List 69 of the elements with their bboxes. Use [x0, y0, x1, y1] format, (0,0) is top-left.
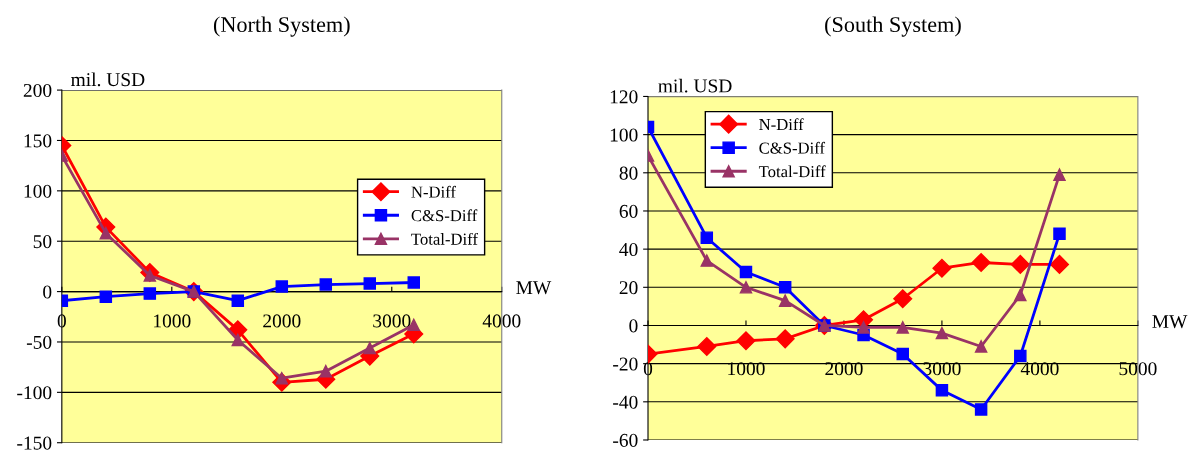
y-tick-label: 50 — [33, 235, 52, 249]
y-tick-label: 0 — [43, 285, 52, 299]
point — [775, 329, 795, 349]
legend-label: Total-Diff — [411, 232, 478, 245]
y-tick-label: -50 — [26, 335, 52, 349]
point — [778, 281, 792, 294]
point — [739, 265, 753, 279]
point — [319, 364, 333, 378]
x-tick-label: 3000 — [373, 314, 411, 328]
y-tick-label: 20 — [619, 281, 638, 295]
y-tick-label: -20 — [613, 357, 638, 371]
legend-label: Total-Diff — [758, 165, 826, 178]
point — [739, 281, 753, 294]
y-tick-label: 60 — [619, 204, 638, 218]
point — [974, 340, 988, 353]
y-tick-label: 80 — [619, 166, 638, 180]
y-tick-label: 40 — [619, 242, 638, 257]
y-axis-title: mil. USD — [658, 78, 732, 93]
y-tick-label: -60 — [613, 433, 638, 447]
y-tick-label: -40 — [613, 395, 638, 409]
point — [935, 326, 949, 340]
point — [932, 258, 952, 278]
y-tick-label: 100 — [24, 184, 52, 198]
point — [275, 280, 289, 293]
point — [1014, 288, 1027, 302]
point — [99, 226, 113, 240]
point — [363, 277, 377, 290]
point — [1014, 349, 1027, 363]
point — [231, 333, 245, 347]
point — [971, 252, 991, 273]
point — [893, 289, 913, 309]
y-tick-label: 200 — [23, 83, 52, 98]
point — [1053, 168, 1066, 181]
point — [857, 321, 870, 334]
y-tick-label: -100 — [17, 386, 52, 400]
point — [896, 347, 909, 361]
x-tick-label: 4000 — [482, 314, 521, 328]
y-tick-label: 150 — [24, 134, 52, 148]
y-tick-label: 100 — [610, 128, 638, 142]
point — [700, 231, 714, 244]
point — [697, 336, 717, 357]
point — [1049, 254, 1070, 274]
chart-title: (South System) — [825, 16, 961, 37]
point — [319, 278, 333, 291]
x-axis-title: MW — [516, 281, 552, 295]
legend-label: N-Diff — [411, 185, 456, 198]
point — [1053, 227, 1066, 241]
point — [1010, 254, 1030, 274]
legend-label: C&S-Diff — [411, 209, 478, 222]
point — [363, 341, 377, 355]
y-tick-label: -150 — [17, 436, 52, 450]
chart-title: (North System) — [213, 16, 350, 37]
legend-label: C&S-Diff — [759, 141, 826, 154]
point — [99, 290, 113, 303]
x-tick-label: 2000 — [263, 314, 301, 328]
point — [778, 294, 792, 307]
point — [231, 294, 245, 307]
point — [935, 384, 949, 397]
legend-label: N-Diff — [759, 118, 804, 131]
y-axis-title: mil. USD — [71, 72, 145, 87]
point — [700, 254, 714, 267]
y-tick-label: 120 — [610, 90, 638, 104]
point — [736, 331, 756, 351]
point — [974, 403, 988, 416]
x-axis-title: MW — [1152, 315, 1188, 329]
point — [896, 321, 909, 334]
point — [143, 287, 157, 300]
x-tick-label: 1000 — [154, 314, 191, 328]
point — [407, 276, 421, 289]
